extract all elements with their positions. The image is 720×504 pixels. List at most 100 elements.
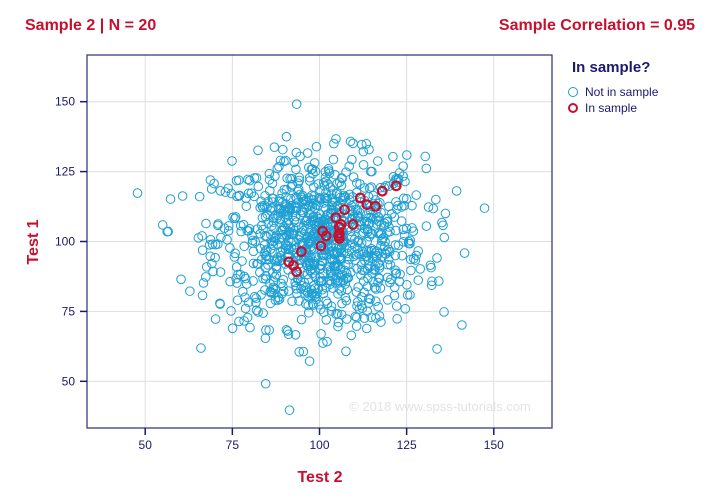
point-not-in-sample bbox=[318, 338, 328, 348]
sample-title: Sample 2 | N = 20 bbox=[25, 17, 157, 34]
point-not-in-sample bbox=[294, 296, 304, 306]
point-not-in-sample bbox=[251, 305, 262, 315]
point-not-in-sample bbox=[321, 296, 332, 306]
point-not-in-sample bbox=[413, 246, 423, 256]
point-not-in-sample bbox=[394, 168, 405, 178]
legend-title: In sample? bbox=[572, 59, 651, 76]
point-not-in-sample bbox=[266, 206, 276, 216]
point-not-in-sample bbox=[358, 249, 369, 259]
point-not-in-sample bbox=[440, 208, 451, 219]
point-not-in-sample bbox=[353, 211, 364, 222]
point-not-in-sample bbox=[364, 144, 374, 155]
point-not-in-sample bbox=[420, 151, 431, 162]
point-not-in-sample bbox=[316, 276, 327, 286]
point-not-in-sample bbox=[162, 226, 172, 237]
point-not-in-sample bbox=[353, 282, 364, 292]
point-in-sample bbox=[333, 230, 345, 242]
point-not-in-sample bbox=[325, 270, 336, 280]
point-not-in-sample bbox=[241, 201, 252, 212]
point-not-in-sample bbox=[373, 301, 383, 312]
point-not-in-sample bbox=[229, 252, 240, 262]
point-not-in-sample bbox=[364, 183, 375, 193]
point-not-in-sample bbox=[405, 235, 415, 246]
point-not-in-sample bbox=[266, 238, 277, 249]
point-not-in-sample bbox=[247, 230, 257, 241]
point-not-in-sample bbox=[383, 244, 394, 255]
point-not-in-sample bbox=[426, 280, 437, 291]
point-not-in-sample bbox=[311, 141, 322, 152]
point-not-in-sample bbox=[303, 300, 314, 311]
point-not-in-sample bbox=[340, 279, 351, 289]
point-not-in-sample bbox=[289, 215, 300, 226]
point-not-in-sample bbox=[394, 276, 405, 287]
point-not-in-sample bbox=[344, 254, 354, 265]
point-not-in-sample bbox=[225, 243, 235, 253]
point-not-in-sample bbox=[194, 191, 205, 202]
point-not-in-sample bbox=[357, 265, 367, 275]
point-not-in-sample bbox=[207, 258, 217, 269]
point-not-in-sample bbox=[396, 216, 407, 226]
point-not-in-sample bbox=[372, 156, 383, 166]
point-not-in-sample bbox=[315, 304, 326, 315]
point-not-in-sample bbox=[205, 234, 216, 245]
point-not-in-sample bbox=[237, 256, 247, 266]
point-not-in-sample bbox=[270, 295, 281, 305]
point-not-in-sample bbox=[358, 160, 369, 170]
point-not-in-sample bbox=[283, 329, 294, 340]
point-not-in-sample bbox=[333, 289, 343, 299]
point-not-in-sample bbox=[278, 286, 289, 296]
point-not-in-sample bbox=[411, 190, 422, 200]
point-not-in-sample bbox=[346, 330, 357, 341]
point-not-in-sample bbox=[400, 176, 410, 187]
point-not-in-sample bbox=[284, 405, 295, 415]
point-not-in-sample bbox=[295, 210, 306, 220]
point-not-in-sample bbox=[431, 194, 441, 205]
point-not-in-sample bbox=[201, 272, 211, 282]
point-not-in-sample bbox=[397, 250, 407, 261]
point-not-in-sample bbox=[403, 236, 414, 247]
point-not-in-sample bbox=[306, 164, 317, 175]
point-not-in-sample bbox=[269, 142, 280, 152]
point-not-in-sample bbox=[321, 314, 332, 325]
point-not-in-sample bbox=[230, 248, 240, 259]
point-not-in-sample bbox=[222, 234, 232, 245]
point-not-in-sample bbox=[345, 136, 356, 147]
legend-item-not-in-sample: Not in sample bbox=[568, 85, 658, 99]
point-not-in-sample bbox=[277, 288, 287, 299]
point-not-in-sample bbox=[267, 197, 278, 207]
point-not-in-sample bbox=[281, 192, 291, 202]
point-not-in-sample bbox=[415, 264, 426, 274]
point-not-in-sample bbox=[427, 276, 437, 287]
watermark: © 2018 www.spss-tutorials.com bbox=[349, 399, 531, 414]
point-not-in-sample bbox=[341, 346, 351, 357]
point-not-in-sample bbox=[373, 258, 384, 269]
point-not-in-sample bbox=[344, 161, 355, 172]
point-not-in-sample bbox=[302, 287, 313, 298]
point-not-in-sample bbox=[391, 225, 401, 236]
point-not-in-sample bbox=[287, 296, 297, 307]
point-not-in-sample bbox=[215, 267, 226, 277]
point-not-in-sample bbox=[321, 176, 331, 187]
point-not-in-sample bbox=[260, 263, 271, 273]
point-not-in-sample bbox=[239, 241, 250, 252]
point-not-in-sample bbox=[332, 178, 342, 189]
point-not-in-sample bbox=[319, 177, 329, 188]
point-not-in-sample bbox=[405, 254, 416, 265]
point-not-in-sample bbox=[243, 188, 254, 199]
point-not-in-sample bbox=[201, 218, 211, 229]
point-not-in-sample bbox=[391, 301, 402, 311]
point-not-in-sample bbox=[328, 248, 339, 259]
legend-label: Not in sample bbox=[585, 85, 659, 99]
point-not-in-sample bbox=[426, 262, 436, 273]
point-not-in-sample bbox=[423, 202, 434, 212]
point-not-in-sample bbox=[303, 162, 314, 173]
point-not-in-sample bbox=[325, 265, 336, 276]
point-not-in-sample bbox=[232, 278, 242, 288]
point-not-in-sample bbox=[340, 259, 351, 270]
point-not-in-sample bbox=[260, 274, 271, 284]
point-not-in-sample bbox=[274, 294, 285, 305]
point-not-in-sample bbox=[340, 265, 350, 276]
point-not-in-sample bbox=[348, 138, 358, 149]
point-not-in-sample bbox=[291, 164, 301, 175]
